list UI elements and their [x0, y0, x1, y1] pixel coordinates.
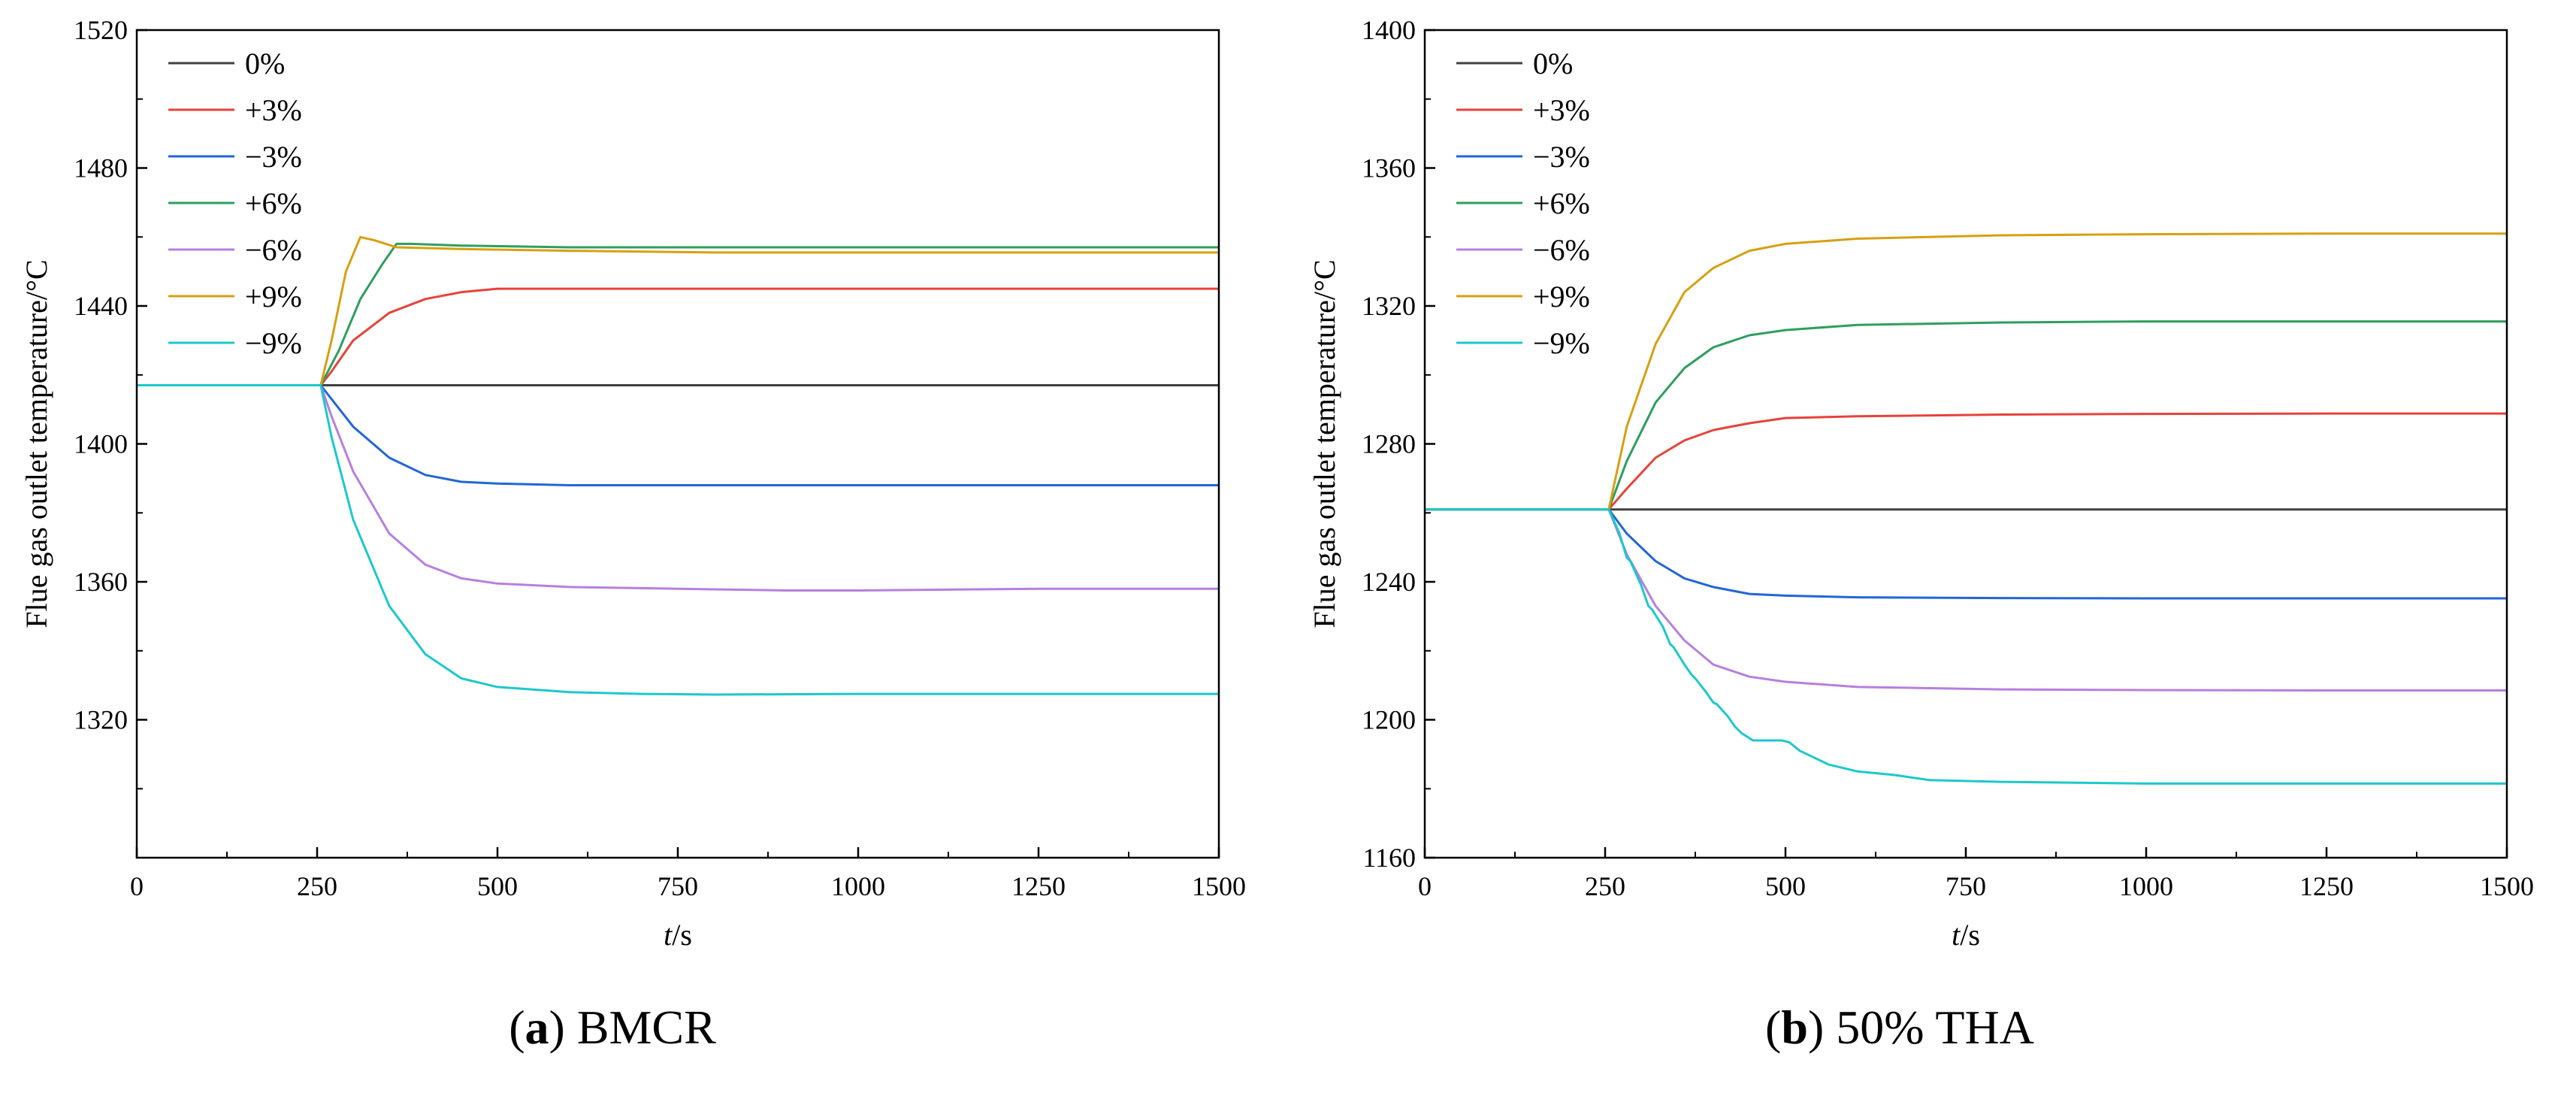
- chart-1-xtick-label-5: 1250: [2299, 871, 2354, 901]
- chart-1-xlabel: t/s: [1952, 918, 1980, 952]
- chart-1-legend-label-2: −3%: [1533, 140, 1590, 174]
- caption-b: (b) 50% THA: [1765, 1001, 2034, 1054]
- chart-0-line-4: [137, 384, 1219, 592]
- chart-1-xtick-label-1: 250: [1585, 871, 1625, 901]
- chart-0-ytick-label-0: 1320: [74, 705, 128, 735]
- chart-0-ytick-label-1: 1360: [74, 567, 128, 597]
- chart-0-legend-label-4: −6%: [245, 233, 302, 267]
- chart-1-line-5: [1425, 232, 2507, 511]
- chart-1-line-6: [1425, 508, 2507, 785]
- caption-a-title: BMCR: [576, 1001, 716, 1054]
- chart-0-legend-label-1: +3%: [245, 93, 302, 127]
- chart-0-line-1: [137, 287, 1219, 386]
- chart-1-ytick-label-1: 1200: [1362, 705, 1416, 735]
- chart-0-xtick-label-4: 1000: [831, 871, 885, 901]
- chart-1-legend-label-3: +6%: [1533, 186, 1590, 220]
- chart-0-ytick-label-4: 1480: [74, 153, 128, 183]
- chart-0-line-5: [137, 235, 1219, 386]
- chart-0-line-6: [137, 384, 1219, 696]
- caption-b-title: 50% THA: [1836, 1001, 2034, 1054]
- chart-b: 0 250 500 750 1000 1250 1500 1160 1200 1240 1280 13…: [1308, 15, 2534, 952]
- chart-1-ytick-label-3: 1280: [1362, 429, 1416, 459]
- chart-0-xtick-label-3: 750: [658, 871, 698, 901]
- chart-0-xtick-label-2: 500: [477, 871, 518, 901]
- chart-0-ylabel: Flue gas outlet temperature/°C: [20, 259, 53, 628]
- chart-a: 0 250 500 750 1000 1250 1500 1320 1360 1400 1440 14…: [20, 15, 1246, 952]
- chart-0-xtick-label-6: 1500: [1192, 871, 1246, 901]
- chart-0-ytick-label-3: 1440: [74, 291, 128, 321]
- chart-1-legend-label-6: −9%: [1533, 326, 1590, 360]
- chart-1-ytick-label-2: 1240: [1362, 567, 1416, 597]
- chart-1-line-1: [1425, 412, 2507, 511]
- chart-0-line-2: [137, 384, 1219, 486]
- chart-1-ytick-label-5: 1360: [1362, 153, 1416, 183]
- chart-0-xtick-label-1: 250: [297, 871, 337, 901]
- chart-0-legend-label-5: +9%: [245, 280, 302, 313]
- chart-0-line-3: [137, 242, 1219, 386]
- caption-b-letter: b: [1781, 1001, 1808, 1054]
- chart-0-series-group: [137, 235, 1219, 696]
- chart-0-xtick-label-5: 1250: [1011, 871, 1066, 901]
- chart-0-xtick-label-0: 0: [130, 871, 144, 901]
- chart-1-legend-label-5: +9%: [1533, 280, 1590, 313]
- caption-a-letter: a: [525, 1001, 549, 1054]
- chart-0-xlabel: t/s: [664, 918, 692, 952]
- chart-0-legend-label-0: 0%: [245, 47, 285, 80]
- chart-1-xtick-label-4: 1000: [2119, 871, 2173, 901]
- chart-1-xtick-label-0: 0: [1418, 871, 1432, 901]
- chart-1-series-group: [1425, 232, 2507, 785]
- chart-1-ytick-label-0: 1160: [1362, 843, 1416, 873]
- chart-1-legend-label-1: +3%: [1533, 93, 1590, 127]
- chart-1-xtick-label-2: 500: [1765, 871, 1806, 901]
- chart-1-legend-label-0: 0%: [1533, 47, 1573, 80]
- chart-0-legend-label-6: −9%: [245, 326, 302, 360]
- chart-0-legend-label-2: −3%: [245, 140, 302, 174]
- chart-1-line-4: [1425, 508, 2507, 692]
- chart-1-line-3: [1425, 320, 2507, 511]
- chart-0-ytick-label-2: 1400: [74, 429, 128, 459]
- caption-a: (a) BMCR: [509, 1001, 716, 1054]
- chart-0-legend-label-3: +6%: [245, 186, 302, 220]
- chart-1-xtick-label-6: 1500: [2480, 871, 2534, 901]
- chart-1-legend-label-4: −6%: [1533, 233, 1590, 267]
- chart-1-ytick-label-4: 1320: [1362, 291, 1416, 321]
- chart-1-ytick-label-6: 1400: [1362, 15, 1416, 45]
- chart-0-ytick-label-5: 1520: [74, 15, 128, 45]
- chart-1-ylabel: Flue gas outlet temperature/°C: [1308, 259, 1341, 628]
- chart-1-line-2: [1425, 508, 2507, 600]
- chart-1-xtick-label-3: 750: [1946, 871, 1986, 901]
